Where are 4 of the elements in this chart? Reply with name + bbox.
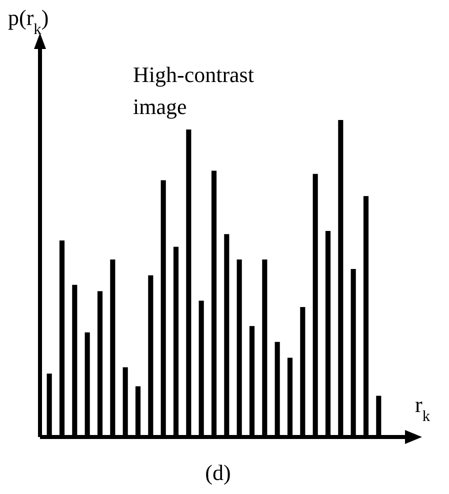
x-axis-title: r$_{k}$ xyxy=(415,392,430,424)
y-axis-title: p(r$_{k}$) xyxy=(8,5,49,38)
text: High-contrast image xyxy=(133,62,254,119)
text: (d) xyxy=(205,460,231,485)
